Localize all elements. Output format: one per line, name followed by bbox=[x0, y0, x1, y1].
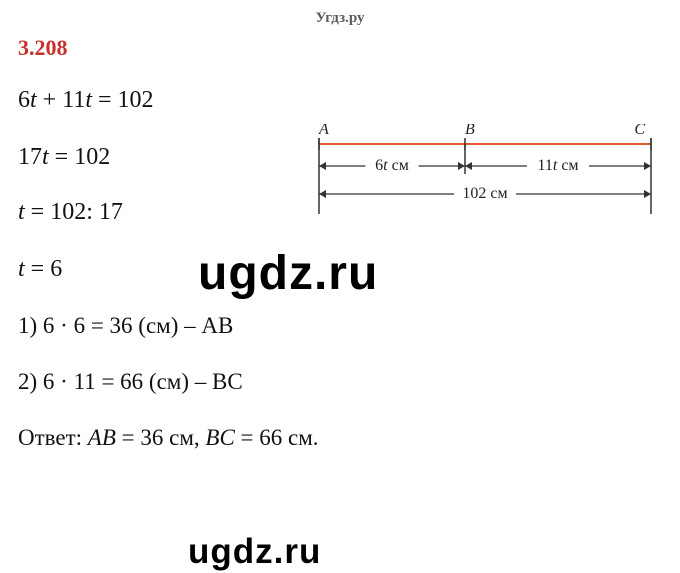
watermark-1: ugdz.ru bbox=[198, 246, 378, 301]
coef: 6 bbox=[18, 87, 30, 113]
ab-val: = 36 см, bbox=[116, 425, 205, 450]
var-t: t bbox=[18, 199, 25, 225]
plus: + bbox=[37, 87, 63, 113]
rhs: = 102 bbox=[49, 144, 111, 170]
var-t: t bbox=[30, 87, 37, 113]
var-t: t bbox=[85, 87, 92, 113]
calc-line-2: 2) 6 · 11 = 66 (см) – BC bbox=[18, 369, 680, 395]
rhs: = 102 bbox=[92, 87, 154, 113]
equation-1: 6t + 11t = 102 bbox=[18, 87, 680, 114]
svg-text:6t см: 6t см bbox=[375, 157, 409, 174]
bc-val: = 66 см. bbox=[235, 425, 319, 450]
site-header: Угдз.ру bbox=[0, 0, 680, 27]
svg-text:C: C bbox=[634, 124, 645, 138]
answer-line: Ответ: AB = 36 см, BC = 66 см. bbox=[18, 425, 680, 451]
coef: 17 bbox=[18, 144, 42, 170]
calc-line-1: 1) 6 · 6 = 36 (см) – AB bbox=[18, 313, 680, 339]
svg-text:11t см: 11t см bbox=[537, 157, 578, 174]
var-t: t bbox=[18, 256, 25, 282]
ab-var: AB bbox=[88, 425, 116, 450]
rhs: = 6 bbox=[25, 256, 63, 282]
segment-diagram: A B C 6t см 11t см 102 см bbox=[305, 124, 665, 220]
var-t: t bbox=[42, 144, 49, 170]
svg-text:B: B bbox=[465, 124, 475, 138]
problem-number: 3.208 bbox=[18, 35, 680, 61]
coef: 11 bbox=[62, 87, 85, 113]
answer-label: Ответ: bbox=[18, 425, 88, 450]
bc-var: BC bbox=[205, 425, 234, 450]
expr: = 102: 17 bbox=[25, 199, 123, 225]
svg-text:A: A bbox=[318, 124, 329, 138]
watermark-2: ugdz.ru bbox=[188, 532, 321, 572]
svg-text:102 см: 102 см bbox=[462, 185, 507, 202]
